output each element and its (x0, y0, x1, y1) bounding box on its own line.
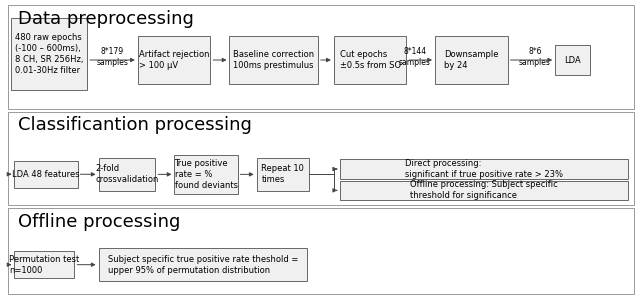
FancyBboxPatch shape (340, 181, 628, 200)
Text: Baseline correction
100ms prestimulus: Baseline correction 100ms prestimulus (233, 50, 315, 70)
Text: Repeat 10
times: Repeat 10 times (262, 164, 304, 184)
Text: Artifact rejection
> 100 μV: Artifact rejection > 100 μV (139, 50, 209, 70)
FancyBboxPatch shape (8, 5, 634, 109)
FancyBboxPatch shape (230, 36, 318, 84)
FancyBboxPatch shape (256, 158, 309, 191)
Text: 480 raw epochs
(-100 – 600ms),
8 CH, SR 256Hz,
0.01-30Hz filter: 480 raw epochs (-100 – 600ms), 8 CH, SR … (15, 33, 84, 75)
FancyBboxPatch shape (138, 36, 211, 84)
FancyBboxPatch shape (15, 161, 78, 187)
FancyBboxPatch shape (340, 159, 628, 179)
Text: Classificantion processing: Classificantion processing (18, 117, 251, 134)
Text: Subject specific true positive rate theshold =
upper 95% of permutation distribu: Subject specific true positive rate thes… (108, 254, 298, 275)
FancyBboxPatch shape (435, 36, 508, 84)
Text: Offline processing: Subject specific
threshold for significance: Offline processing: Subject specific thr… (410, 180, 558, 201)
Text: 8*144
samples: 8*144 samples (399, 47, 431, 67)
Text: LDA 48 features: LDA 48 features (12, 170, 80, 179)
Text: 2-fold
crossvalidation: 2-fold crossvalidation (95, 164, 159, 184)
Text: LDA: LDA (564, 55, 581, 64)
FancyBboxPatch shape (8, 112, 634, 205)
Text: Permutation test
n=1000: Permutation test n=1000 (10, 254, 80, 275)
FancyBboxPatch shape (174, 155, 237, 194)
Text: Direct processing:
significant if true positive rate > 23%: Direct processing: significant if true p… (405, 159, 563, 179)
FancyBboxPatch shape (98, 248, 308, 281)
Text: Offline processing: Offline processing (18, 213, 180, 231)
FancyBboxPatch shape (8, 208, 634, 294)
Text: True positive
rate = %
found deviants: True positive rate = % found deviants (175, 159, 237, 190)
Text: Data preprocessing: Data preprocessing (18, 10, 193, 28)
FancyBboxPatch shape (11, 18, 87, 90)
FancyBboxPatch shape (555, 45, 590, 75)
Text: 8*179
samples: 8*179 samples (96, 47, 128, 67)
FancyBboxPatch shape (334, 36, 406, 84)
Text: 8*6
samples: 8*6 samples (519, 47, 551, 67)
Text: Cut epochs
±0.5s from SO: Cut epochs ±0.5s from SO (339, 50, 401, 70)
FancyBboxPatch shape (98, 158, 156, 191)
Text: Downsample
by 24: Downsample by 24 (444, 50, 498, 70)
FancyBboxPatch shape (15, 251, 75, 278)
